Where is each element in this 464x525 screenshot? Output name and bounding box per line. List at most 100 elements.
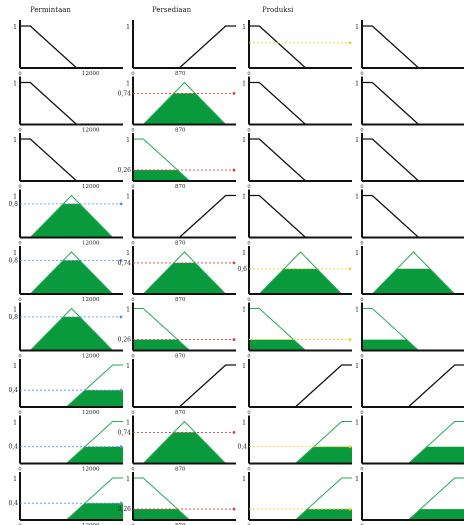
panel-r8-produksi <box>248 415 352 465</box>
membership-curve <box>133 194 236 239</box>
membership-curve <box>249 25 352 69</box>
panel-r9-produksi-output <box>361 472 464 521</box>
clipped-area <box>133 432 236 464</box>
alpha-cut-marker <box>348 507 352 511</box>
x-tick-stock-max: 870 <box>175 354 186 360</box>
membership-curve <box>249 138 352 182</box>
alpha-label: 0,74 <box>118 429 132 436</box>
x-tick-demand-max: 12000 <box>82 241 100 247</box>
y-tick-one: 1 <box>355 420 359 427</box>
x-tick-zero: 0 <box>247 71 250 77</box>
alpha-cut-marker <box>119 259 123 262</box>
y-tick-one: 1 <box>242 194 246 201</box>
x-tick-demand-max: 12000 <box>82 128 100 134</box>
x-tick-zero: 0 <box>131 523 134 525</box>
x-tick-demand-max: 12000 <box>82 354 100 360</box>
alpha-label: 0,4 <box>237 444 247 451</box>
x-tick-zero: 0 <box>18 128 21 134</box>
x-tick-stock-max: 870 <box>175 467 186 473</box>
membership-curve <box>362 25 464 69</box>
panel-r3-produksi-output <box>361 133 464 182</box>
panel-r4-produksi-output <box>361 189 464 239</box>
y-tick-one: 1 <box>355 307 359 314</box>
x-tick-zero: 0 <box>360 523 363 525</box>
clipped-area <box>249 509 352 520</box>
membership-curve <box>249 194 352 239</box>
y-tick-one: 1 <box>13 250 17 257</box>
membership-curve <box>20 138 123 182</box>
x-tick-zero: 0 <box>247 297 250 303</box>
x-tick-zero: 0 <box>360 354 363 360</box>
panel-r2-permintaan <box>19 76 123 126</box>
panel-r6-persediaan <box>132 302 236 352</box>
panel-r2-produksi <box>248 76 352 126</box>
x-tick-zero: 0 <box>247 467 250 473</box>
clipped-area <box>249 339 352 351</box>
alpha-cut-marker <box>119 315 123 319</box>
y-tick-one: 1 <box>13 476 17 483</box>
alpha-label: 0,74 <box>118 260 132 267</box>
x-tick-demand-max: 12000 <box>82 410 100 416</box>
x-tick-zero: 0 <box>247 523 250 525</box>
x-tick-zero: 0 <box>360 128 363 134</box>
alpha-cut-marker <box>119 445 123 449</box>
y-tick-one: 1 <box>126 363 130 370</box>
alpha-cut-marker <box>232 92 236 95</box>
x-tick-stock-max: 870 <box>175 184 186 190</box>
clipped-area <box>20 390 123 407</box>
panel-r4-permintaan <box>19 189 123 239</box>
y-tick-one: 1 <box>126 476 130 483</box>
x-tick-zero: 0 <box>18 71 21 77</box>
y-tick-one: 1 <box>13 194 17 201</box>
x-tick-zero: 0 <box>247 184 250 190</box>
membership-curve <box>362 194 464 239</box>
y-tick-one: 1 <box>242 476 246 483</box>
panel-r3-persediaan <box>132 133 236 182</box>
x-tick-zero: 0 <box>18 354 21 360</box>
clipped-area <box>362 509 464 520</box>
y-tick-one: 1 <box>355 363 359 370</box>
clipped-area <box>20 446 123 464</box>
alpha-label: 0,8 <box>8 257 18 264</box>
panel-r4-produksi <box>248 189 352 239</box>
y-tick-one: 1 <box>355 250 359 257</box>
y-tick-one: 1 <box>355 476 359 483</box>
x-tick-stock-max: 870 <box>175 297 186 303</box>
alpha-label: 0,8 <box>8 314 18 321</box>
x-tick-zero: 0 <box>360 184 363 190</box>
panel-r4-persediaan <box>132 189 236 239</box>
membership-curve <box>249 81 352 126</box>
clipped-area <box>362 268 464 294</box>
clipped-area <box>133 93 236 125</box>
panel-r7-persediaan <box>132 359 236 408</box>
x-tick-zero: 0 <box>18 410 21 416</box>
x-tick-zero: 0 <box>247 128 250 134</box>
alpha-label: 0,74 <box>118 90 132 97</box>
alpha-cut-marker <box>119 202 123 206</box>
y-tick-one: 1 <box>355 194 359 201</box>
header-produksi: Produksi <box>262 6 294 14</box>
panel-r5-produksi <box>248 246 352 295</box>
panel-r8-permintaan <box>19 415 123 465</box>
y-tick-one: 1 <box>13 363 17 370</box>
y-tick-one: 1 <box>242 137 246 144</box>
panel-r6-produksi <box>248 302 352 352</box>
y-tick-one: 1 <box>242 307 246 314</box>
x-tick-zero: 0 <box>18 184 21 190</box>
membership-curve <box>133 364 236 408</box>
membership-curve <box>362 138 464 182</box>
y-tick-one: 1 <box>242 250 246 257</box>
x-tick-zero: 0 <box>360 467 363 473</box>
y-tick-one: 1 <box>13 307 17 314</box>
y-tick-one: 1 <box>242 81 246 88</box>
alpha-cut-marker <box>232 431 236 434</box>
alpha-cut-marker <box>119 388 123 392</box>
x-tick-zero: 0 <box>247 241 250 247</box>
y-tick-one: 1 <box>13 81 17 88</box>
x-tick-zero: 0 <box>18 241 21 247</box>
panel-r3-produksi <box>248 133 352 182</box>
x-tick-zero: 0 <box>247 354 250 360</box>
alpha-label: 0,4 <box>8 387 18 394</box>
alpha-cut-marker <box>348 267 352 271</box>
alpha-label: 0,8 <box>8 201 18 208</box>
